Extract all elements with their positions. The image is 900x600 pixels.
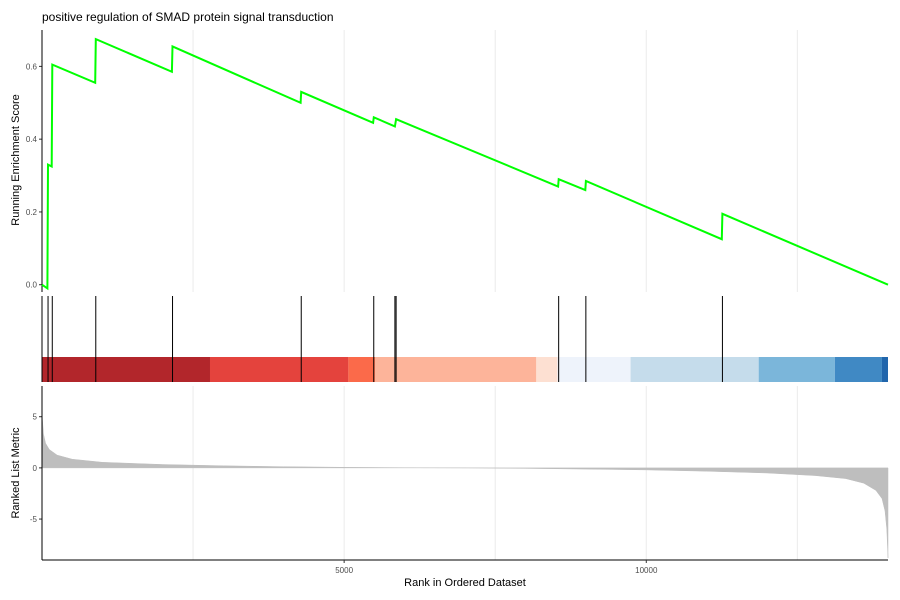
color-bar-segment [758,357,835,382]
hits-panel [41,296,888,382]
color-bar-segment [348,357,375,382]
y-tick-label-enrichment: 0.0 [26,281,38,290]
y-tick-label-ranked: 5 [33,413,38,422]
y-axis-title-ranked: Ranked List Metric [10,427,22,519]
x-tick-label: 10000 [635,566,658,575]
x-axis-title: Rank in Ordered Dataset [404,577,526,589]
y-tick-label-enrichment: 0.4 [26,135,38,144]
color-bar-segment [834,357,882,382]
y-axis-title-enrichment: Running Enrichment Score [10,94,22,225]
enrichment-panel: 0.0 0.2 0.4 0.6 [26,30,889,292]
color-bar-segment [42,357,210,382]
y-tick-label-enrichment: 0.6 [26,62,38,71]
color-bar-segment [209,357,349,382]
ranked-metric-panel: 5 0 -5 5000 10000 [30,386,889,575]
y-tick-label-ranked: -5 [30,515,38,524]
color-bar-segment [881,357,888,382]
y-tick-label-ranked: 0 [33,464,38,473]
color-bar-segment [557,357,631,382]
chart-title: positive regulation of SMAD protein sign… [42,10,334,24]
color-bar-segment [374,357,537,382]
ranked-metric-area [41,413,889,559]
color-bar-segment [536,357,558,382]
x-tick-label: 5000 [335,566,353,575]
y-tick-label-enrichment: 0.2 [26,208,38,217]
enrichment-score-line [41,37,889,291]
color-bar-segment [630,357,759,382]
